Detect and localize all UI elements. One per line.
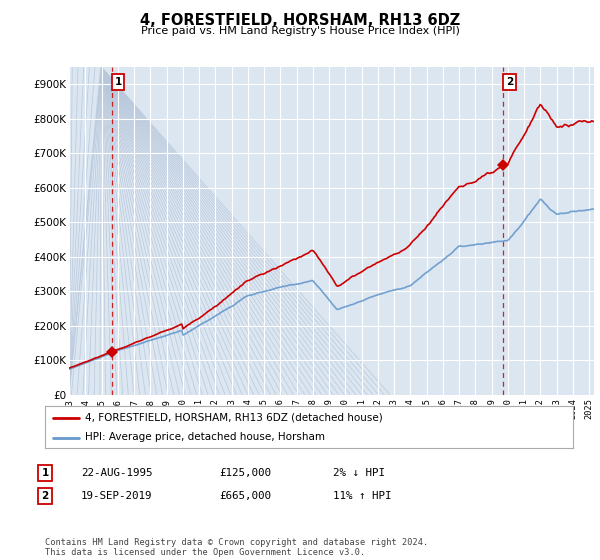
Text: 11% ↑ HPI: 11% ↑ HPI [333, 491, 392, 501]
Text: 22-AUG-1995: 22-AUG-1995 [81, 468, 152, 478]
Text: 1: 1 [41, 468, 49, 478]
Text: 4, FORESTFIELD, HORSHAM, RH13 6DZ (detached house): 4, FORESTFIELD, HORSHAM, RH13 6DZ (detac… [85, 413, 382, 423]
Text: 2: 2 [506, 77, 513, 87]
Text: £665,000: £665,000 [219, 491, 271, 501]
Text: 19-SEP-2019: 19-SEP-2019 [81, 491, 152, 501]
Text: 2% ↓ HPI: 2% ↓ HPI [333, 468, 385, 478]
Text: Price paid vs. HM Land Registry's House Price Index (HPI): Price paid vs. HM Land Registry's House … [140, 26, 460, 36]
Text: 2: 2 [41, 491, 49, 501]
Text: 4, FORESTFIELD, HORSHAM, RH13 6DZ: 4, FORESTFIELD, HORSHAM, RH13 6DZ [140, 13, 460, 28]
Text: 1: 1 [115, 77, 122, 87]
Text: £125,000: £125,000 [219, 468, 271, 478]
Text: Contains HM Land Registry data © Crown copyright and database right 2024.
This d: Contains HM Land Registry data © Crown c… [45, 538, 428, 557]
Text: HPI: Average price, detached house, Horsham: HPI: Average price, detached house, Hors… [85, 432, 325, 442]
